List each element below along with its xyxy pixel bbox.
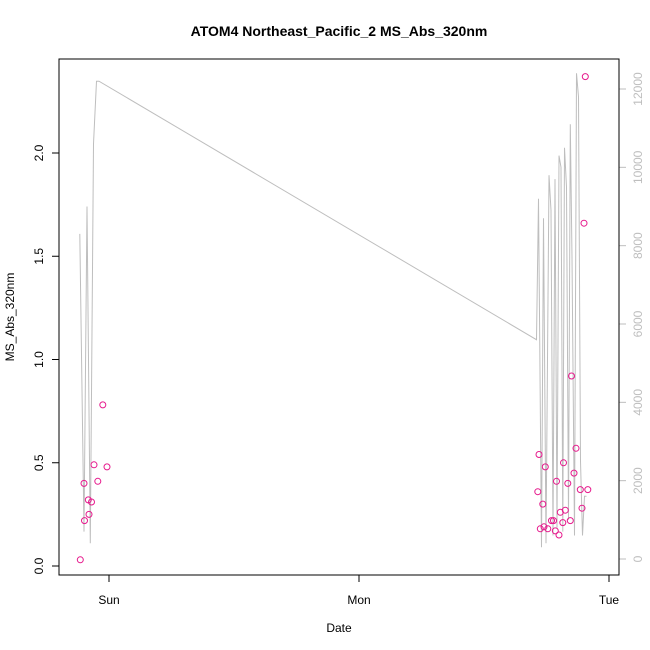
x-tick-label: Sun xyxy=(98,593,119,607)
data-point xyxy=(80,479,88,487)
data-point xyxy=(535,451,543,458)
data-point xyxy=(560,459,567,467)
axes: 0.0 0.5 1.0 1.5 2.0 0 2000 4000 6000 8000 10000 120… xyxy=(32,72,645,607)
data-point xyxy=(570,469,578,477)
y2-tick-label: 8000 xyxy=(631,232,645,259)
line-series xyxy=(79,73,587,548)
data-point xyxy=(578,504,586,512)
series-line xyxy=(79,73,587,548)
chart-title: ATOM4 Northeast_Pacific_2 MS_Abs_320nm xyxy=(191,23,488,39)
point-series xyxy=(76,73,592,564)
data-point xyxy=(568,372,575,380)
y-axis-label: MS_Abs_320nm xyxy=(3,273,17,362)
y2-tick-label: 12000 xyxy=(631,72,645,106)
data-point xyxy=(534,488,542,496)
data-point xyxy=(553,477,560,485)
data-point xyxy=(551,527,559,535)
data-point xyxy=(584,486,592,494)
data-point xyxy=(99,401,107,409)
y-tick-label: 0.0 xyxy=(32,557,46,574)
data-point xyxy=(76,556,84,564)
y-tick-label: 0.5 xyxy=(32,454,46,471)
data-point xyxy=(94,477,102,485)
data-point xyxy=(536,525,544,533)
data-point xyxy=(539,500,547,508)
x-axis-label: Date xyxy=(326,621,352,635)
y2-tick-label: 2000 xyxy=(631,467,645,494)
data-point xyxy=(81,517,88,525)
data-point xyxy=(550,517,557,525)
y2-tick-label: 6000 xyxy=(631,310,645,337)
x-tick-label: Mon xyxy=(347,593,370,607)
data-point xyxy=(88,498,95,506)
data-point xyxy=(581,73,589,81)
data-point xyxy=(566,517,574,525)
y2-tick-label: 0 xyxy=(631,555,645,562)
data-point xyxy=(548,517,555,525)
y2-tick-label: 4000 xyxy=(631,389,645,416)
y-tick-label: 1.5 xyxy=(32,248,46,265)
data-point xyxy=(85,510,93,518)
data-point xyxy=(544,525,552,533)
data-point xyxy=(555,531,563,539)
data-point xyxy=(103,463,111,471)
data-point xyxy=(559,519,567,527)
data-point xyxy=(541,463,549,471)
y2-tick-label: 10000 xyxy=(631,150,645,184)
plot-frame xyxy=(58,58,620,576)
x-tick-label: Tue xyxy=(599,593,620,607)
data-point xyxy=(564,479,572,487)
y-tick-label: 1.0 xyxy=(32,351,46,368)
data-point xyxy=(580,219,588,227)
data-point xyxy=(572,444,580,452)
y-tick-label: 2.0 xyxy=(32,144,46,161)
data-point xyxy=(561,506,569,514)
data-point xyxy=(90,461,98,469)
data-point xyxy=(576,486,584,494)
data-point xyxy=(540,523,548,531)
